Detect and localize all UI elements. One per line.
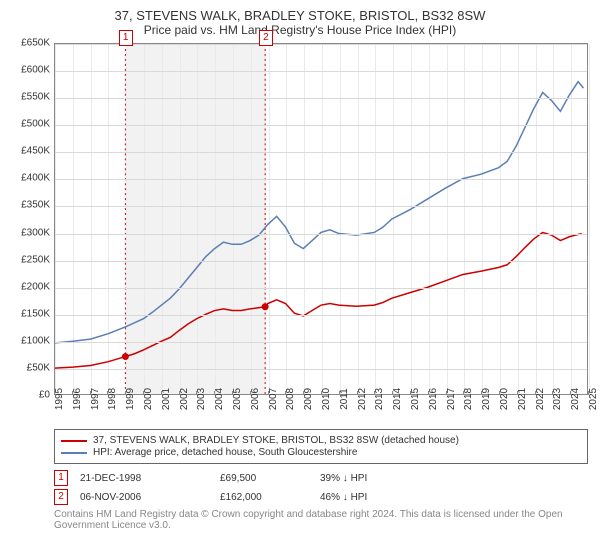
y-tick-label: £600K <box>12 65 50 76</box>
gridline-h <box>55 234 587 235</box>
x-tick-label: 2010 <box>321 388 332 410</box>
y-tick-label: £550K <box>12 92 50 103</box>
legend-item: HPI: Average price, detached house, Sout… <box>61 447 581 458</box>
gridline-h <box>55 152 587 153</box>
gridline-h <box>55 342 587 343</box>
x-tick-label: 2019 <box>481 388 492 410</box>
gridline-h <box>55 261 587 262</box>
x-tick-label: 2003 <box>196 388 207 410</box>
series-line <box>55 82 583 343</box>
series-line <box>55 232 582 368</box>
transaction-price: £162,000 <box>220 492 320 503</box>
y-tick-label: £200K <box>12 281 50 292</box>
x-tick-label: 2022 <box>535 388 546 410</box>
attribution: Contains HM Land Registry data © Crown c… <box>54 509 588 531</box>
y-tick-label: £400K <box>12 173 50 184</box>
data-point <box>122 353 129 360</box>
plot-area: 12 <box>54 43 588 395</box>
x-tick-label: 2021 <box>517 388 528 410</box>
y-tick-label: £450K <box>12 146 50 157</box>
x-tick-label: 2006 <box>250 388 261 410</box>
gridline-h <box>55 98 587 99</box>
x-tick-label: 2020 <box>499 388 510 410</box>
x-tick-label: 1999 <box>125 388 136 410</box>
x-tick-label: 1995 <box>54 388 65 410</box>
transaction-pct: 46% ↓ HPI <box>320 492 420 503</box>
x-tick-label: 2004 <box>214 388 225 410</box>
gridline-h <box>55 315 587 316</box>
transaction-date: 06-NOV-2006 <box>80 492 220 503</box>
x-tick-label: 2017 <box>446 388 457 410</box>
legend-item: 37, STEVENS WALK, BRADLEY STOKE, BRISTOL… <box>61 435 581 446</box>
legend-swatch <box>61 440 87 442</box>
y-tick-label: £500K <box>12 119 50 130</box>
x-tick-label: 2018 <box>463 388 474 410</box>
gridline-h <box>55 125 587 126</box>
y-tick-label: £100K <box>12 335 50 346</box>
gridline-h <box>55 44 587 45</box>
data-point <box>262 303 269 310</box>
legend-label: HPI: Average price, detached house, Sout… <box>93 447 357 458</box>
data-table: 1 21-DEC-1998£69,50039% ↓ HPI 2 06-NOV-2006… <box>54 470 588 505</box>
y-tick-label: £350K <box>12 200 50 211</box>
legend: 37, STEVENS WALK, BRADLEY STOKE, BRISTOL… <box>54 429 588 464</box>
x-tick-label: 1998 <box>107 388 118 410</box>
legend-label: 37, STEVENS WALK, BRADLEY STOKE, BRISTOL… <box>93 435 459 446</box>
transaction-row: 1 21-DEC-1998£69,50039% ↓ HPI <box>54 470 588 486</box>
x-tick-label: 2013 <box>374 388 385 410</box>
x-tick-label: 2007 <box>268 388 279 410</box>
x-tick-label: 1996 <box>72 388 83 410</box>
x-tick-label: 2011 <box>339 388 350 410</box>
y-tick-label: £250K <box>12 254 50 265</box>
x-tick-label: 1997 <box>90 388 101 410</box>
transaction-marker: 1 <box>54 470 68 486</box>
x-tick-label: 2023 <box>552 388 563 410</box>
gridline-h <box>55 179 587 180</box>
x-axis: 1995199619971998199920002001200220032004… <box>54 395 588 425</box>
marker-annotation: 2 <box>259 30 273 46</box>
y-axis: £0£50K£100K£150K£200K£250K£300K£350K£400… <box>12 43 54 395</box>
chart-subtitle: Price paid vs. HM Land Registry's House … <box>12 23 588 37</box>
x-tick-label: 2024 <box>570 388 581 410</box>
transaction-row: 2 06-NOV-2006£162,00046% ↓ HPI <box>54 489 588 505</box>
x-tick-label: 2005 <box>232 388 243 410</box>
x-tick-label: 2025 <box>588 388 599 410</box>
transaction-date: 21-DEC-1998 <box>80 473 220 484</box>
x-tick-label: 2002 <box>179 388 190 410</box>
y-tick-label: £150K <box>12 308 50 319</box>
y-tick-label: £50K <box>12 362 50 373</box>
chart-title: 37, STEVENS WALK, BRADLEY STOKE, BRISTOL… <box>12 8 588 23</box>
gridline-h <box>55 288 587 289</box>
x-tick-label: 2014 <box>392 388 403 410</box>
transaction-price: £69,500 <box>220 473 320 484</box>
chart-area: £0 £50K £100K £150K £200K £250K £300K £350K £400… <box>12 43 588 425</box>
x-tick-label: 2009 <box>303 388 314 410</box>
y-tick-label: £300K <box>12 227 50 238</box>
y-tick-label: £650K <box>12 38 50 49</box>
x-tick-label: 2000 <box>143 388 154 410</box>
gridline-h <box>55 206 587 207</box>
x-tick-label: 2015 <box>410 388 421 410</box>
gridline-v <box>589 44 590 394</box>
gridline-h <box>55 71 587 72</box>
gridline-h <box>55 369 587 370</box>
transaction-marker: 2 <box>54 489 68 505</box>
x-tick-label: 2001 <box>161 388 172 410</box>
y-tick-label: £0 <box>12 390 50 401</box>
transaction-pct: 39% ↓ HPI <box>320 473 420 484</box>
x-tick-label: 2008 <box>285 388 296 410</box>
x-tick-label: 2012 <box>357 388 368 410</box>
marker-annotation: 1 <box>119 30 133 46</box>
legend-swatch <box>61 452 87 454</box>
x-tick-label: 2016 <box>428 388 439 410</box>
